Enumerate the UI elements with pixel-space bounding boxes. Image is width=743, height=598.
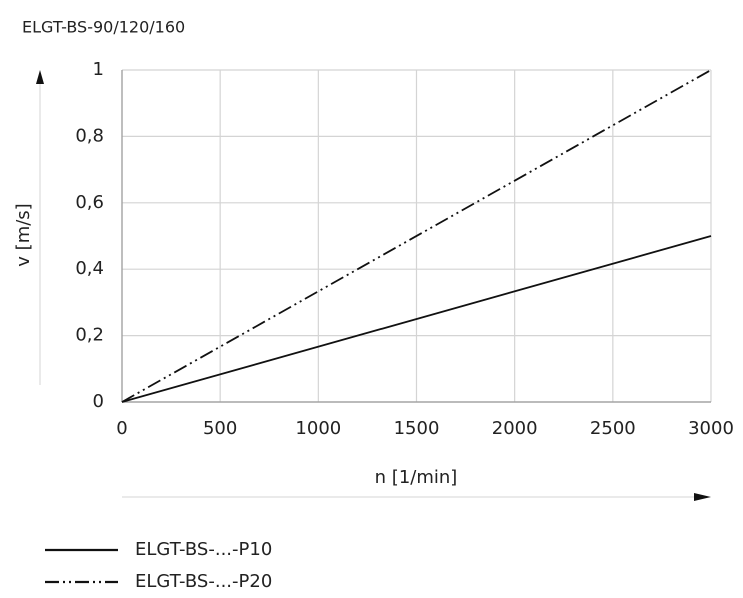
x-axis-label: n [1/min] (375, 467, 458, 488)
x-arrow-head (694, 493, 711, 501)
y-tick-label: 1 (93, 59, 104, 80)
series-line (121, 69, 712, 403)
y-tick-label: 0,8 (75, 125, 104, 146)
y-tick-label: 0 (93, 391, 104, 412)
x-tick-label: 2500 (590, 418, 636, 439)
y-tick-label: 0,6 (75, 192, 104, 213)
legend-label: ELGT-BS-...-P10 (135, 539, 272, 560)
x-tick-label: 500 (203, 418, 237, 439)
x-tick-label: 1500 (394, 418, 440, 439)
legend-label: ELGT-BS-...-P20 (135, 571, 272, 592)
x-tick-label: 1000 (295, 418, 341, 439)
y-arrow-head (36, 70, 44, 84)
x-tick-label: 2000 (492, 418, 538, 439)
y-tick-label: 0,4 (75, 258, 104, 279)
x-tick-label: 3000 (688, 418, 734, 439)
chart-title: ELGT-BS-90/120/160 (22, 18, 185, 37)
y-tick-label: 0,2 (75, 325, 104, 346)
x-tick-label: 0 (116, 418, 127, 439)
y-axis-label: v [m/s] (13, 203, 34, 266)
series-line (121, 235, 712, 403)
